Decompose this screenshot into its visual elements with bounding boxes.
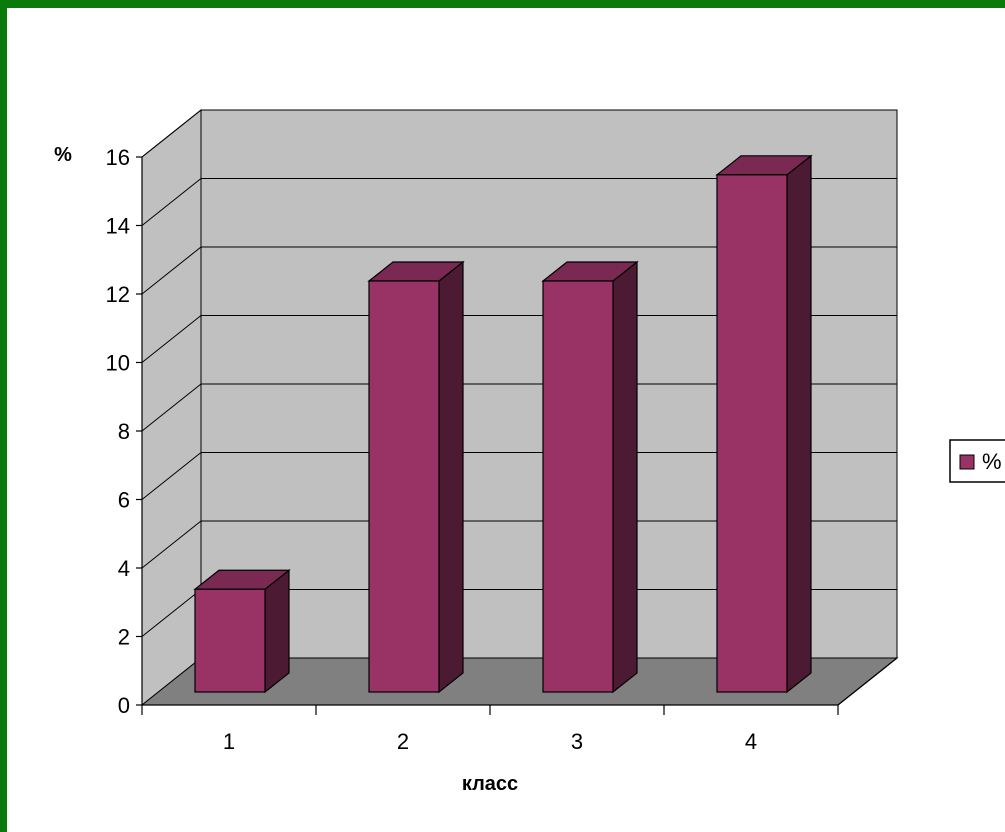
legend-box bbox=[949, 439, 1005, 483]
x-tick-label: 3 bbox=[571, 729, 583, 754]
bar bbox=[541, 260, 639, 694]
bars bbox=[193, 154, 813, 694]
y-axis-title: % bbox=[54, 144, 72, 166]
bar bbox=[193, 569, 291, 694]
axes bbox=[136, 156, 898, 715]
x-tick-labels: 1 2 3 4 bbox=[223, 729, 757, 754]
x-tick-label: 2 bbox=[397, 729, 409, 754]
gridline-side bbox=[141, 178, 202, 226]
bar-side bbox=[438, 260, 464, 694]
gridline-side bbox=[141, 315, 202, 363]
y-tick-label: 2 bbox=[118, 625, 130, 650]
y-tick-label: 14 bbox=[106, 214, 130, 239]
x-tick-label: 1 bbox=[223, 729, 235, 754]
y-tick-label: 16 bbox=[106, 145, 130, 170]
legend: % bbox=[949, 439, 1005, 483]
bar bbox=[367, 260, 465, 694]
y-tick-label: 8 bbox=[118, 419, 130, 444]
bar-front bbox=[368, 280, 440, 693]
bar-side bbox=[612, 260, 638, 694]
bar-side bbox=[264, 569, 290, 694]
x-tick-label: 4 bbox=[745, 729, 757, 754]
gridline-side bbox=[141, 452, 202, 500]
bar-front bbox=[194, 588, 266, 693]
y-tick-label: 10 bbox=[106, 351, 130, 376]
y-tick-labels: 0 2 4 6 8 10 12 14 16 bbox=[106, 145, 130, 718]
gridline-side bbox=[141, 589, 202, 637]
gridline-side bbox=[141, 109, 202, 158]
x-axis-title: класс bbox=[462, 773, 518, 795]
legend-swatch bbox=[959, 454, 975, 470]
bar bbox=[715, 154, 813, 694]
floor-edge-right bbox=[837, 657, 898, 706]
legend-label: % bbox=[982, 449, 1002, 474]
y-tick-label: 12 bbox=[106, 282, 130, 307]
bar-front bbox=[542, 280, 614, 693]
gridline-side bbox=[141, 383, 202, 432]
y-tick-label: 0 bbox=[118, 693, 130, 718]
gridline-side bbox=[141, 520, 202, 569]
y-tick-label: 6 bbox=[118, 488, 130, 513]
bar-front bbox=[716, 174, 788, 693]
gridline-side bbox=[141, 246, 202, 295]
y-tick-label: 4 bbox=[118, 556, 130, 581]
bar-side bbox=[786, 154, 812, 694]
